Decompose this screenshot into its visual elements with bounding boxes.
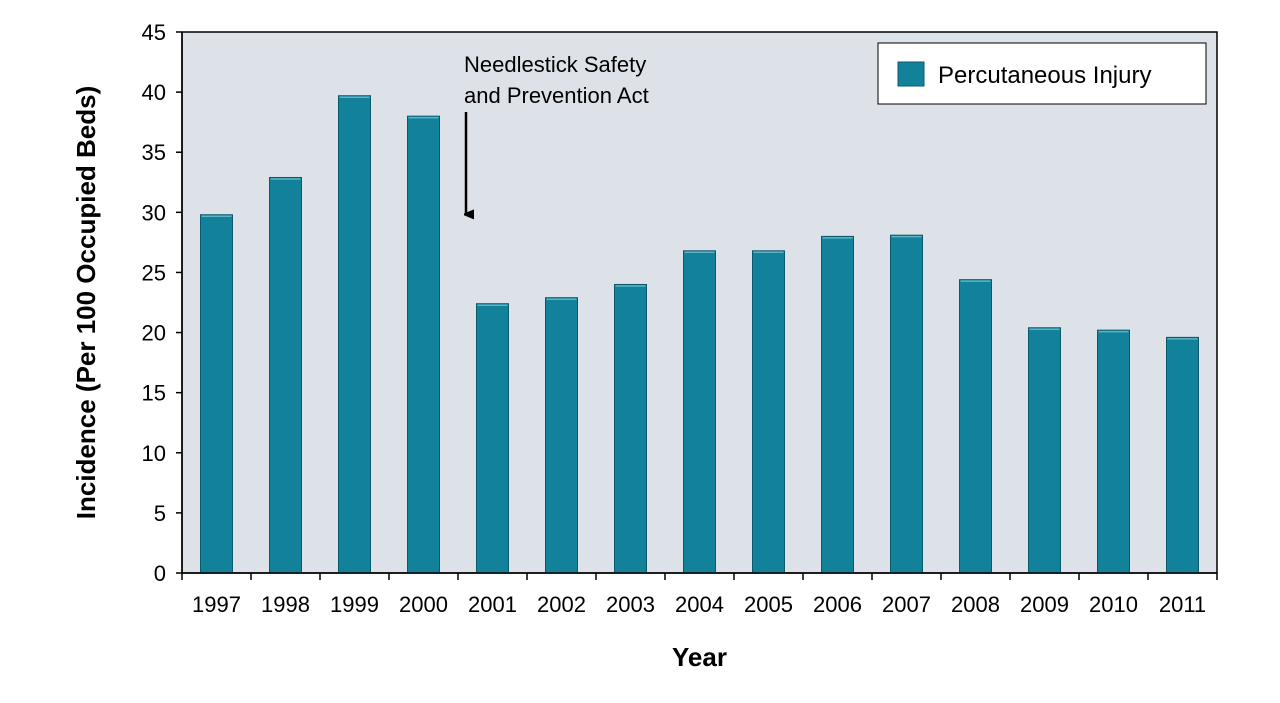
- bar-1999: [338, 95, 371, 574]
- bar-2009: [1028, 327, 1061, 574]
- x-tick-label-2011: 2011: [1159, 592, 1206, 617]
- x-tick-label-1999: 1999: [330, 592, 379, 617]
- bar-2011: [1166, 336, 1199, 574]
- x-tick-label-2006: 2006: [813, 592, 862, 617]
- x-tick-label-2001: 2001: [468, 592, 517, 617]
- x-tick-label-2000: 2000: [399, 592, 448, 617]
- bar-1997: [200, 214, 233, 574]
- y-axis-title: Incidence (Per 100 Occupied Beds): [71, 86, 101, 520]
- y-tick-label: 30: [142, 200, 166, 225]
- bar-2004: [683, 250, 716, 574]
- y-tick-label: 40: [142, 80, 166, 105]
- bar-1998: [269, 176, 302, 574]
- bar-2005: [752, 250, 785, 574]
- y-tick-label: 35: [142, 140, 166, 165]
- legend-label: Percutaneous Injury: [938, 62, 1151, 89]
- x-tick-label-1997: 1997: [192, 592, 241, 617]
- x-tick-label-2004: 2004: [675, 592, 724, 617]
- y-axis-ticks: 0 5 10 15 20 25 30 35 40 45: [142, 20, 182, 586]
- legend: Percutaneous Injury: [877, 42, 1207, 105]
- y-tick-label: 15: [142, 381, 166, 406]
- x-tick-label-2003: 2003: [606, 592, 655, 617]
- x-tick-label-2009: 2009: [1020, 592, 1069, 617]
- y-tick-label: 0: [154, 561, 166, 586]
- annotation: Needlestick Safety and Prevention Act: [464, 52, 649, 214]
- annotation-line-2: and Prevention Act: [464, 83, 649, 108]
- bar-2007: [890, 234, 923, 574]
- x-axis-title: Year: [672, 642, 727, 672]
- x-axis-ticks: 1997 1998 1999 2000 2001 2002 2003 2004 2005 2006…: [181, 573, 1218, 617]
- x-tick-label-2008: 2008: [951, 592, 1000, 617]
- y-tick-label: 5: [154, 501, 166, 526]
- bar-2006: [821, 235, 854, 574]
- legend-box: [877, 42, 1207, 105]
- bar-2000: [407, 115, 440, 574]
- y-tick-label: 25: [142, 260, 166, 285]
- y-tick-label: 20: [142, 321, 166, 346]
- x-tick-label-2010: 2010: [1089, 592, 1138, 617]
- axes: [181, 32, 1217, 574]
- annotation-line-1: Needlestick Safety: [464, 52, 646, 77]
- bar-2001: [476, 303, 509, 574]
- x-tick-label-2007: 2007: [882, 592, 931, 617]
- x-tick-label-2005: 2005: [744, 592, 793, 617]
- bar-2003: [614, 283, 647, 574]
- bar-2002: [545, 297, 578, 574]
- bar-2008: [959, 279, 992, 574]
- bar-series: [200, 95, 1199, 574]
- x-tick-label-1998: 1998: [261, 592, 310, 617]
- x-tick-label-2002: 2002: [537, 592, 586, 617]
- legend-swatch: [897, 61, 925, 87]
- y-tick-label: 45: [142, 20, 166, 45]
- y-tick-label: 10: [142, 441, 166, 466]
- bar-2010: [1097, 329, 1130, 574]
